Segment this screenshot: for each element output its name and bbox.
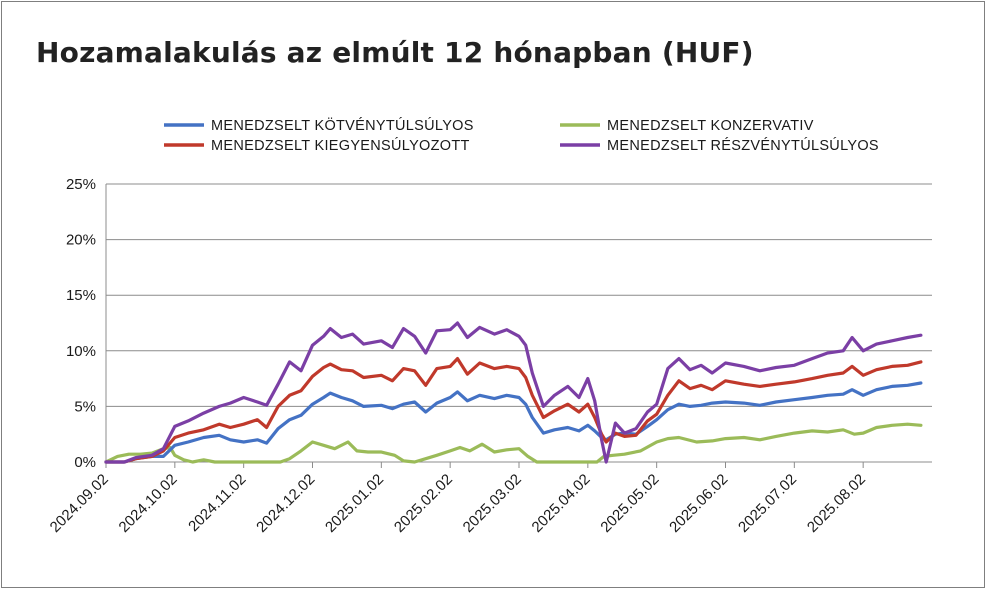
- x-tick-label: 2025.06.02: [666, 471, 731, 536]
- series-line: [104, 381, 923, 464]
- x-tick-label: 2025.01.02: [322, 471, 387, 536]
- series-line: [104, 357, 923, 464]
- legend: MENEDZSELT KÖTVÉNYTÚLSÚLYOS MENEDZSELT KO…: [164, 116, 879, 154]
- x-tick-label: 2025.07.02: [735, 471, 800, 536]
- series-line: [104, 422, 923, 464]
- series-lines: [104, 321, 923, 464]
- y-tick-label: 10%: [66, 343, 96, 360]
- x-tick-label: 2024.10.02: [116, 471, 181, 536]
- y-tick-label: 15%: [66, 287, 96, 304]
- x-tick-label: 2025.05.02: [597, 471, 662, 536]
- y-tick-label: 25%: [66, 176, 96, 193]
- legend-label: MENEDZSELT KIEGYENSÚLYOZOTT: [211, 137, 470, 154]
- x-tick-label: 2025.03.02: [460, 471, 525, 536]
- series-line: [104, 321, 923, 464]
- legend-label: MENEDZSELT KONZERVATIV: [607, 118, 814, 134]
- y-tick-label: 5%: [74, 398, 96, 415]
- chart-title: Hozamalakulás az elmúlt 12 hónapban (HUF…: [36, 36, 754, 69]
- y-tick-label: 20%: [66, 232, 96, 249]
- x-tick-label: 2024.09.02: [47, 471, 112, 536]
- x-tick-label: 2025.08.02: [804, 471, 869, 536]
- x-tick-label: 2024.12.02: [253, 471, 318, 536]
- legend-label: MENEDZSELT RÉSZVÉNYTÚLSÚLYOS: [607, 137, 879, 154]
- y-axis-ticks: 0% 5% 10% 15% 20% 25%: [66, 176, 96, 471]
- x-tick-label: 2025.04.02: [529, 471, 594, 536]
- grid-lines: [105, 183, 932, 463]
- x-tick-label: 2025.02.02: [391, 471, 456, 536]
- x-tick-label: 2024.11.02: [185, 471, 249, 535]
- x-axis-ticks: 2024.09.02 2024.10.02 2024.11.02 2024.12.02…: [47, 462, 869, 536]
- y-tick-label: 0%: [74, 454, 96, 471]
- legend-label: MENEDZSELT KÖTVÉNYTÚLSÚLYOS: [211, 116, 474, 134]
